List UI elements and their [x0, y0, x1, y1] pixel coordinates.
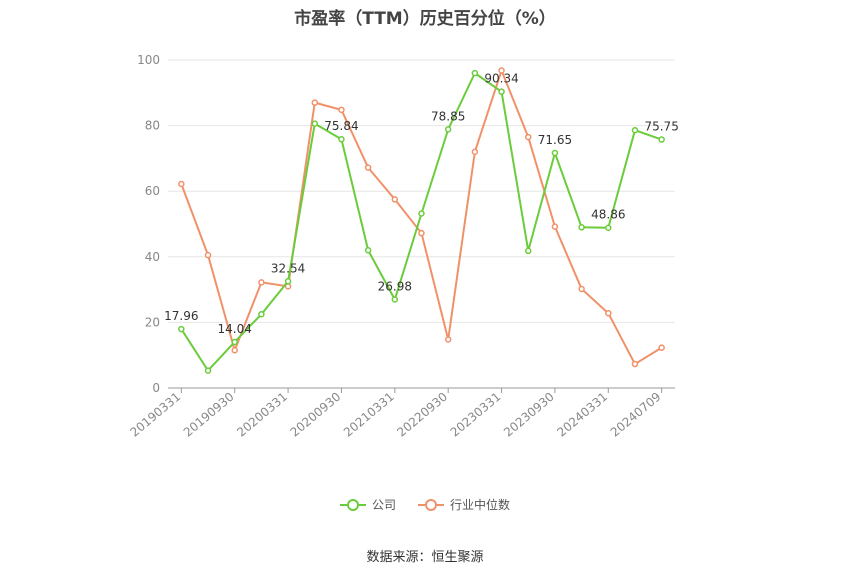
industry-median-point — [631, 360, 639, 368]
chart-title: 市盈率（TTM）历史百分位（%） — [294, 9, 556, 29]
legend-industry-marker-icon — [418, 498, 444, 511]
y-tick-label: 40 — [145, 250, 160, 264]
company-point — [578, 224, 585, 231]
y-tick-label: 60 — [145, 184, 160, 198]
legend-company-marker-icon — [339, 498, 366, 511]
industry-median-point — [524, 133, 532, 141]
x-tick-label: 20230930 — [501, 390, 557, 440]
data-label: 48.86 — [591, 208, 625, 222]
x-tick-label: 20230331 — [448, 390, 504, 440]
axis-layer: 0 20 40 60 80 100 2019033120190930202003312020… — [127, 53, 675, 440]
industry-median-point — [444, 336, 452, 343]
company-point — [391, 296, 399, 303]
company-point — [444, 126, 452, 133]
grid-layer — [168, 59, 675, 323]
industry-median-point — [178, 180, 185, 188]
legend: 公司 行业中位数 — [0, 496, 850, 513]
company-point — [284, 278, 292, 285]
company-point — [471, 69, 479, 77]
industry-median-point — [658, 344, 665, 351]
industry-median-point — [418, 229, 425, 237]
y-tick-label: 100 — [137, 53, 160, 67]
industry-median-point — [551, 223, 559, 230]
company-point — [338, 135, 345, 143]
data-label: 75.84 — [324, 119, 358, 133]
legend-industry-label: 行业中位数 — [450, 498, 511, 512]
company-point — [498, 88, 505, 95]
data-label: 26.98 — [378, 280, 412, 294]
data-label: 71.65 — [538, 133, 572, 147]
y-tick-label: 80 — [145, 119, 160, 133]
y-tick-label: 20 — [145, 315, 160, 329]
data-label: 90.34 — [484, 72, 518, 86]
data-label: 78.85 — [431, 109, 465, 123]
industry-median-point — [605, 309, 612, 317]
company-point — [258, 310, 265, 318]
data-label: 75.75 — [644, 120, 678, 134]
industry-median-point — [471, 148, 479, 156]
company-point — [311, 120, 319, 127]
x-tick-label: 20190930 — [181, 390, 237, 440]
company-point — [364, 246, 372, 254]
legend-item-company[interactable]: 公司 — [339, 496, 396, 513]
x-tick-label: 20200930 — [288, 390, 344, 440]
industry-median-point — [578, 285, 585, 293]
x-tick-label: 20240331 — [554, 390, 610, 440]
industry-median-point — [364, 164, 372, 171]
company-point — [524, 247, 532, 255]
industry-median-point — [311, 99, 319, 106]
industry-median-point — [258, 279, 265, 286]
x-tick-label: 20210331 — [341, 390, 397, 440]
data-label-layer: 17.96 14.04 32.54 75.84 26.98 78.85 90.34 71.65… — [164, 72, 679, 336]
company-line — [180, 72, 662, 372]
data-source: 数据来源：恒生聚源 — [366, 550, 484, 565]
company-point — [551, 149, 559, 157]
industry-median-line — [180, 69, 663, 366]
industry-median-point — [391, 196, 399, 203]
company-point — [658, 136, 665, 143]
x-tick-label: 20240709 — [608, 390, 664, 440]
company-point — [605, 224, 612, 231]
industry-median-point — [338, 106, 345, 114]
industry-median-point — [204, 251, 212, 259]
legend-company-label: 公司 — [371, 498, 396, 512]
company-point — [418, 210, 425, 217]
legend-item-industry[interactable]: 行业中位数 — [418, 496, 510, 513]
company-point — [204, 367, 212, 374]
company-point — [631, 126, 639, 134]
industry-median-point — [498, 67, 505, 74]
x-tick-label: 20190331 — [127, 390, 183, 440]
x-tick-label: 20220930 — [394, 390, 450, 440]
y-tick-label: 0 — [152, 381, 160, 395]
series-layer — [178, 67, 665, 374]
industry-median-point — [231, 347, 238, 354]
data-label: 32.54 — [271, 261, 305, 275]
x-tick-label: 20200331 — [234, 390, 290, 440]
company-point — [231, 338, 238, 346]
company-point — [178, 325, 185, 333]
data-label: 14.04 — [218, 322, 252, 336]
data-label: 17.96 — [164, 309, 198, 323]
